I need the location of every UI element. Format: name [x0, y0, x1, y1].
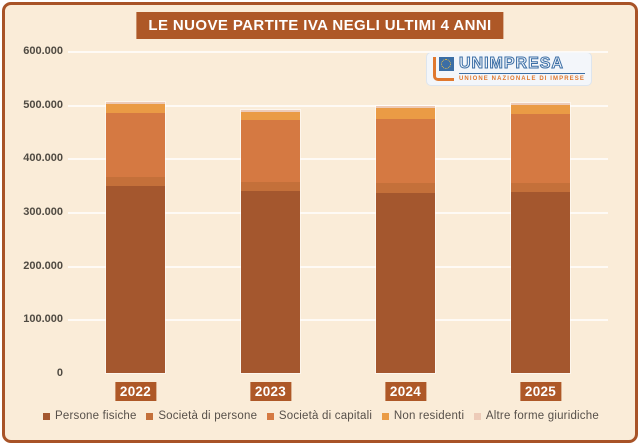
year-label-2022: 2022: [114, 382, 157, 401]
bar-segment: [511, 103, 570, 105]
y-tick-label: 500.000: [23, 98, 63, 111]
y-tick-label: 400.000: [23, 152, 63, 165]
bar-segment: [241, 110, 300, 112]
gridline: [68, 104, 608, 107]
legend-label: Società di persone: [158, 410, 258, 422]
year-label-2025: 2025: [519, 382, 562, 401]
bar-segment: [106, 113, 165, 177]
legend-swatch-icon: [43, 412, 50, 420]
legend-swatch-icon: [146, 412, 154, 420]
x-axis: 2022 2023 2024 2025: [68, 382, 608, 402]
bar-segment: [376, 183, 435, 193]
y-tick-label: 100.000: [23, 313, 63, 326]
logo-subtitle: UNIONE NAZIONALE DI IMPRESE: [458, 76, 585, 82]
gridline: [68, 319, 608, 322]
y-tick-label: 200.000: [23, 259, 63, 272]
y-tick-label: 0: [56, 367, 63, 379]
legend-label: Società di capitali: [278, 410, 373, 422]
bar-segment: [106, 104, 165, 113]
legend-swatch-icon: [473, 412, 481, 420]
bar-2022: [105, 101, 166, 374]
y-axis: 0 100.000 200.000 300.000 400.000 500.000 600.…: [5, 45, 63, 379]
bar-segment: [376, 193, 435, 373]
bar-segment: [511, 114, 570, 183]
bar-segment: [106, 186, 165, 373]
bar-segment: [106, 102, 165, 104]
bar-2024: [375, 105, 436, 374]
legend-item: Società di capitali: [266, 410, 373, 422]
legend-item: Altre forme giuridiche: [473, 410, 599, 422]
legend-label: Non residenti: [393, 410, 465, 422]
legend: Persone fisiche Società di persone Società…: [43, 408, 599, 424]
unimpresa-logo: UNIMPRESA UNIONE NAZIONALE DI IMPRESE: [426, 52, 592, 86]
legend-label: Altre forme giuridiche: [485, 410, 599, 422]
bar-segment: [376, 106, 435, 108]
bar-segment: [106, 177, 165, 186]
legend-label: Persone fisiche: [55, 410, 137, 422]
legend-swatch-icon: [266, 412, 274, 420]
gridline: [68, 158, 608, 161]
legend-item: Società di persone: [146, 410, 257, 422]
bar-2025: [510, 102, 571, 374]
gridline: [68, 212, 608, 214]
eu-stars-icon: [441, 59, 452, 69]
bar-segment: [511, 192, 570, 373]
bar-segment: [241, 191, 300, 373]
bar-2023: [240, 109, 301, 374]
logo-name: UNIMPRESA: [458, 55, 585, 74]
logo-text: UNIMPRESA UNIONE NAZIONALE DI IMPRESE: [458, 55, 585, 82]
gridline: [68, 51, 608, 53]
bar-segment: [511, 105, 570, 114]
bar-segment: [511, 183, 570, 192]
bar-segment: [241, 182, 300, 191]
eu-flag-icon: [438, 57, 454, 71]
bar-segment: [241, 112, 300, 120]
unimpresa-u-icon: [433, 57, 454, 81]
year-label-2024: 2024: [384, 382, 427, 401]
plot-area: [68, 51, 608, 374]
bar-segment: [241, 120, 300, 182]
legend-swatch-icon: [381, 412, 389, 420]
y-tick-label: 600.000: [23, 45, 63, 57]
gridline: [68, 265, 608, 268]
legend-item: Persone fisiche: [43, 410, 137, 422]
year-label-2023: 2023: [249, 382, 292, 401]
bar-segment: [376, 108, 435, 119]
legend-item: Non residenti: [381, 410, 465, 422]
y-tick-label: 300.000: [23, 206, 63, 218]
bar-segment: [376, 119, 435, 183]
chart-title: LE NUOVE PARTITE IVA NEGLI ULTIMI 4 ANNI: [136, 12, 504, 39]
